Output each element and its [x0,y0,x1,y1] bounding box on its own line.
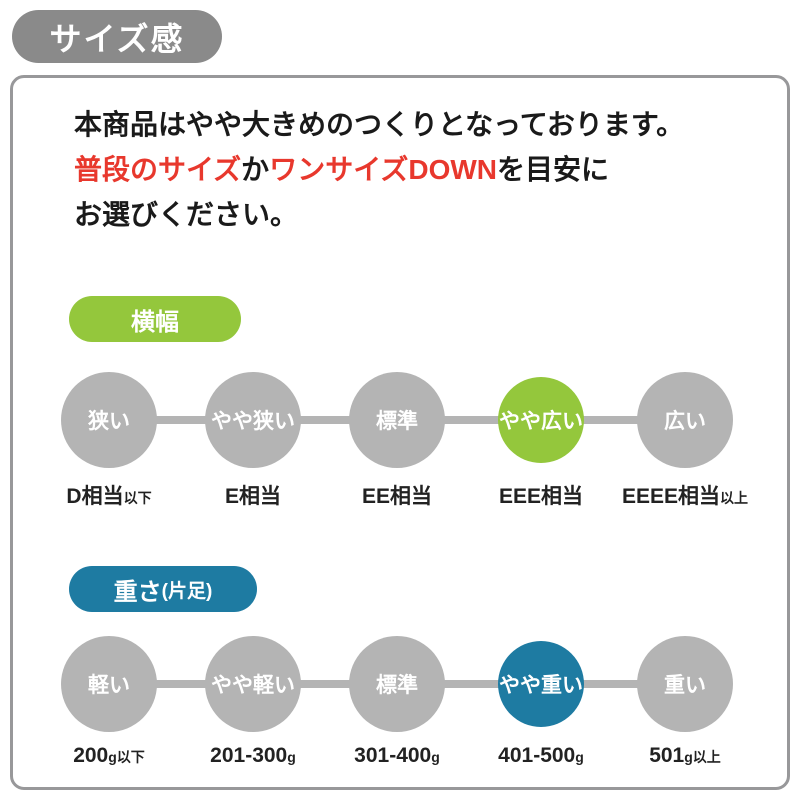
description-red-part-2: ワンサイズDOWN [269,154,497,185]
width-section-pill-label: 横幅 [131,308,179,336]
width-label-4: EEE相当 [498,485,584,508]
description-black-part-2: を目安に [497,154,610,185]
width-label-5: EEEE相当 以上 [621,485,749,508]
weight-label-5: 501 g以上 [649,744,721,767]
width-scale-labels: D相当 以下 E相当 EE相当 EEE相当 EEEE相当 以上 [37,480,757,510]
weight-label-4: 401-500 g [498,744,584,767]
width-circle-standard: 標準 [349,372,445,468]
size-guide-panel: 本商品はやや大きめのつくりとなっております。 普段のサイズかワンサイズDOWNを… [10,75,790,790]
width-section-pill: 横幅 [69,296,241,342]
weight-circle-standard: 標準 [349,636,445,732]
width-circle-wide: 広い [637,372,733,468]
weight-section-pill: 重さ (片足) [69,566,257,612]
width-scale-circles: 狭い やや狭い 標準 やや広い 広い [37,372,757,468]
weight-label-1: 200 g以下 [73,744,145,767]
width-label-2: E相当 [224,485,281,508]
width-circle-somewhat-wide-highlighted: やや広い [498,377,584,463]
description-line-3: お選びください。 [74,199,299,230]
weight-circle-somewhat-light: やや軽い [205,636,301,732]
weight-circle-light: 軽い [61,636,157,732]
weight-label-3: 301-400 g [354,744,440,767]
width-label-3: EE相当 [361,485,432,508]
description-line-1: 本商品はやや大きめのつくりとなっております。 [74,109,685,140]
weight-section-pill-label: 重さ [113,578,162,606]
width-circle-narrow: 狭い [61,372,157,468]
weight-scale-circles: 軽い やや軽い 標準 やや重い 重い [37,636,757,732]
description-text: 本商品はやや大きめのつくりとなっております。 普段のサイズかワンサイズDOWNを… [74,102,684,237]
weight-circle-somewhat-heavy-highlighted: やや重い [498,641,584,727]
weight-circle-heavy: 重い [637,636,733,732]
weight-label-2: 201-300 g [210,744,296,767]
title-badge: サイズ感 [12,10,222,63]
title-badge-label: サイズ感 [49,20,185,57]
description-line-2: 普段のサイズかワンサイズDOWNを目安に [74,147,684,192]
description-black-part-1: か [241,154,270,185]
description-red-part-1: 普段のサイズ [74,154,242,185]
width-label-1: D相当 以下 [66,485,152,508]
weight-scale-labels: 200 g以下 201-300 g 301-400 g 401-500 g 501 g以上 [37,744,757,768]
weight-section-pill-suffix: (片足) [161,580,213,602]
width-circle-somewhat-narrow: やや狭い [205,372,301,468]
